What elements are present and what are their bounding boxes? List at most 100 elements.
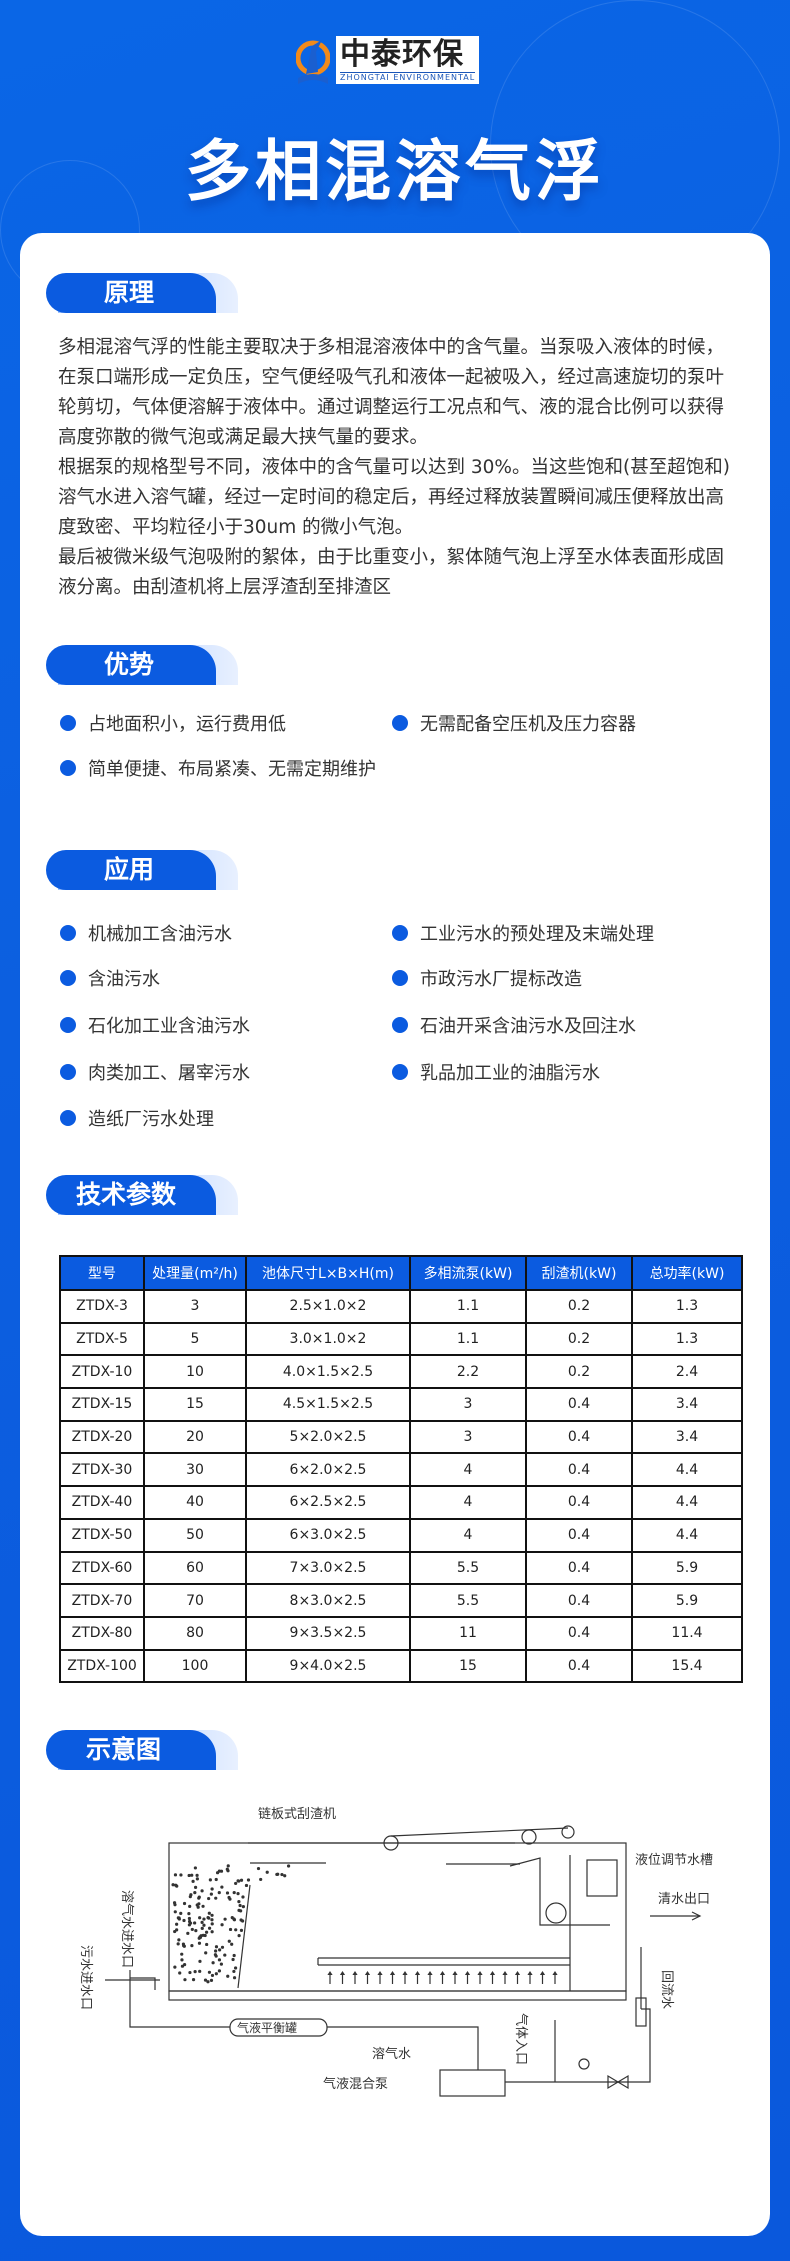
- principle-paragraph: 根据泵的规格型号不同，液体中的含气量可以达到 30%。当这些饱和(甚至超饱和)溶…: [58, 457, 730, 538]
- table-cell: 0.2: [525, 1289, 633, 1324]
- bubble: [232, 1953, 236, 1958]
- table-cell: 4: [409, 1517, 527, 1553]
- column-header: 多相流泵(kW): [409, 1255, 527, 1291]
- table-cell: 5.5: [409, 1583, 527, 1618]
- bubble: [226, 1864, 230, 1868]
- column-header: 池体尺寸L×B×H(m): [245, 1255, 411, 1291]
- advantage-item: 简单便捷、布局紧凑、无需定期维护: [60, 755, 376, 781]
- brand-logo: 中泰环保 ZHONGTAI ENVIRONMENTAL: [295, 34, 480, 86]
- bubble: [173, 1965, 177, 1969]
- bubble: [173, 1929, 177, 1934]
- principle-text: 多相混溶气浮的性能主要取决于多相混溶液体中的含气量。当泵吸入液体的时候，在泵口端…: [58, 333, 738, 603]
- application-item: 含油污水: [60, 965, 160, 991]
- bubble: [206, 1915, 210, 1920]
- upflow-arrow-icon: [364, 1971, 371, 1984]
- table-cell: 1.3: [631, 1321, 743, 1357]
- bubble: [241, 1895, 245, 1899]
- table-cell: 6×3.0×2.5: [245, 1517, 411, 1553]
- label-dissolved-water: 溶气水: [372, 2046, 411, 2062]
- bullet-icon: [60, 760, 76, 776]
- bubble: [173, 1873, 178, 1877]
- bullet-icon: [392, 1064, 408, 1080]
- bubble: [187, 1911, 191, 1916]
- bubble: [280, 1872, 284, 1877]
- table-cell: 0.4: [525, 1452, 633, 1488]
- tank-base: [168, 1990, 627, 2001]
- bubble: [182, 1944, 186, 1948]
- bubble: [188, 1904, 192, 1909]
- bubble: [173, 1910, 177, 1914]
- bubble: [210, 1887, 214, 1891]
- table-cell: 0.2: [525, 1354, 633, 1390]
- pressure-gauge-icon: [578, 2058, 590, 2070]
- label-mix-pump: 气液混合泵: [323, 2076, 388, 2092]
- bubble: [239, 1918, 243, 1922]
- bubble: [214, 1972, 218, 1976]
- section-heading-specs: 技术参数: [46, 1175, 238, 1215]
- bubble: [180, 1952, 184, 1956]
- upflow-arrow-icon: [414, 1971, 421, 1984]
- bubble: [219, 1869, 224, 1873]
- upflow-arrow-icon: [352, 1971, 358, 1984]
- upflow-arrow-icon: [464, 1971, 471, 1984]
- balance-tank: [229, 2018, 328, 2037]
- bubble: [223, 1953, 227, 1957]
- bubble: [230, 1942, 234, 1946]
- flotation-tank: [168, 1842, 627, 1992]
- table-cell: 0.4: [525, 1648, 633, 1684]
- upflow-arrow-icon: [327, 1971, 333, 1984]
- bubble: [234, 1881, 238, 1886]
- table-cell: 5: [143, 1321, 247, 1357]
- bubble: [207, 1926, 212, 1930]
- column-header: 刮渣机(kW): [525, 1255, 633, 1291]
- scraper-sprocket-icon: [521, 1829, 537, 1845]
- bullet-icon: [60, 715, 76, 731]
- bubble: [195, 1877, 199, 1881]
- bubble: [244, 1883, 249, 1888]
- upflow-arrow-icon: [452, 1971, 458, 1984]
- bubble: [188, 1921, 193, 1925]
- bubble: [220, 1885, 224, 1889]
- bubble: [259, 1877, 263, 1882]
- bubble: [231, 1957, 235, 1962]
- table-cell: 6×2.5×2.5: [245, 1485, 411, 1520]
- table-cell: 4.5×1.5×2.5: [245, 1387, 411, 1422]
- bubble: [276, 1872, 280, 1876]
- table-cell: 4: [409, 1452, 527, 1488]
- bubble: [207, 1896, 211, 1901]
- bubble: [187, 1916, 192, 1921]
- table-cell: 9×3.5×2.5: [245, 1615, 411, 1651]
- column-header: 型号: [59, 1255, 145, 1291]
- bubble: [177, 1938, 181, 1942]
- bubble: [214, 1945, 219, 1949]
- bubble: [236, 1879, 240, 1883]
- bubble: [187, 1923, 192, 1927]
- section-heading-principle: 原理: [46, 273, 238, 313]
- table-cell: 1.3: [631, 1289, 743, 1324]
- application-item: 工业污水的预处理及末端处理: [392, 920, 654, 946]
- application-item: 造纸厂污水处理: [60, 1105, 214, 1131]
- upflow-arrow-icon: [339, 1971, 346, 1984]
- bubble: [213, 1953, 218, 1957]
- bubble: [226, 1974, 230, 1978]
- bubble: [193, 1891, 197, 1895]
- bubble: [175, 1928, 179, 1932]
- upflow-arrow-icon: [489, 1971, 496, 1984]
- bubble: [176, 1942, 180, 1946]
- table-cell: 15: [409, 1648, 527, 1684]
- table-cell: ZTDX-10: [59, 1354, 145, 1390]
- upflow-arrow-icon: [527, 1971, 533, 1984]
- bubble: [193, 1969, 197, 1974]
- label-sewage-inlet: 污水进水口: [78, 1945, 93, 2010]
- table-cell: 3: [409, 1387, 527, 1422]
- label-balance-tank: 气液平衡罐: [237, 2020, 297, 2035]
- bubble: [215, 1871, 220, 1875]
- bubble: [226, 1869, 230, 1873]
- application-item: 市政污水厂提标改造: [392, 965, 582, 991]
- column-header: 处理量(m²/h): [143, 1255, 247, 1291]
- application-item: 机械加工含油污水: [60, 920, 232, 946]
- table-cell: 80: [143, 1615, 247, 1651]
- table-cell: 5.9: [631, 1550, 743, 1586]
- table-cell: 5×2.0×2.5: [245, 1419, 411, 1455]
- bubble: [207, 1916, 211, 1920]
